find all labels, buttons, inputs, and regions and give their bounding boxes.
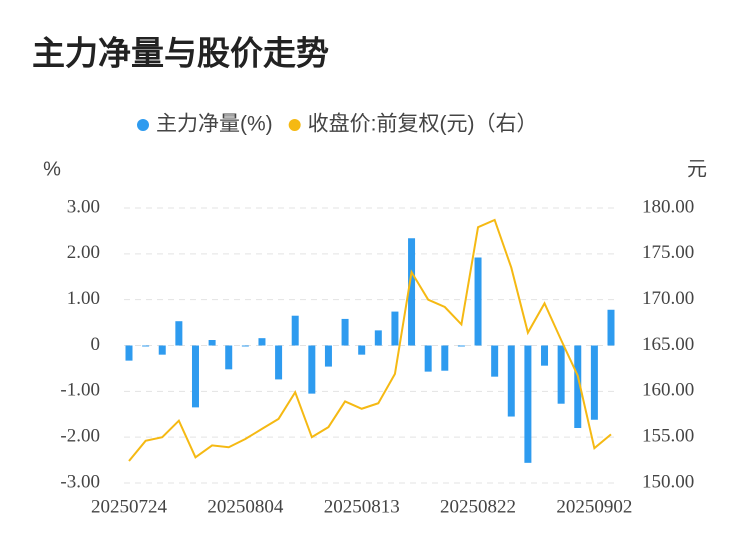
bar — [291, 315, 299, 346]
y2-tick-label: 180.00 — [642, 196, 694, 217]
bar — [590, 345, 598, 420]
bar — [374, 330, 382, 346]
bar — [524, 345, 532, 463]
legend-label: 主力净量(%) — [156, 113, 273, 136]
bar — [424, 345, 432, 372]
bar — [158, 345, 166, 355]
bar — [474, 257, 482, 346]
bar — [125, 345, 133, 361]
bar — [275, 345, 283, 380]
bar — [258, 338, 266, 346]
legend-marker — [137, 119, 149, 131]
bar — [441, 345, 449, 371]
bar — [341, 318, 349, 346]
bar — [557, 345, 565, 404]
y-tick-label: 1.00 — [67, 288, 100, 309]
x-tick-label: 20250813 — [324, 496, 400, 517]
y2-tick-label: 160.00 — [642, 380, 694, 401]
y-tick-label: 3.00 — [67, 196, 100, 217]
x-tick-label: 20250822 — [440, 496, 516, 517]
x-tick-label: 20250804 — [207, 496, 284, 517]
bar — [324, 345, 332, 367]
y2-tick-label: 170.00 — [642, 288, 694, 309]
bar — [391, 311, 399, 346]
bar — [308, 345, 316, 394]
x-tick-label: 20250724 — [91, 496, 168, 517]
bar — [541, 345, 549, 366]
bar — [574, 345, 582, 428]
y2-tick-label: 150.00 — [642, 471, 694, 492]
bar — [457, 345, 465, 347]
chart-title: 主力净量与股价走势 — [32, 35, 329, 72]
bar — [175, 321, 183, 346]
y2-tick-label: 155.00 — [642, 426, 694, 447]
x-tick-label: 20250902 — [556, 496, 632, 517]
y2-tick-label: 175.00 — [642, 242, 694, 263]
y-tick-label: -1.00 — [60, 380, 100, 401]
y-tick-label: -2.00 — [60, 426, 100, 447]
bar — [208, 340, 216, 346]
legend-marker — [288, 119, 301, 131]
bar — [225, 345, 233, 370]
y-tick-label: -3.00 — [60, 471, 100, 492]
bar — [408, 238, 416, 346]
y-axis-label: % — [43, 158, 61, 180]
bar — [491, 345, 499, 377]
bar — [241, 345, 249, 347]
legend-label: 收盘价:前复权(元)（右） — [308, 113, 538, 136]
bar — [191, 345, 199, 408]
price-line — [128, 218, 612, 462]
y-tick-label: 0 — [91, 334, 101, 355]
bar — [358, 345, 366, 355]
y2-tick-label: 165.00 — [642, 334, 694, 355]
bar — [507, 345, 515, 417]
bar — [607, 309, 615, 346]
y-tick-label: 2.00 — [67, 242, 100, 263]
y2-axis-label: 元 — [687, 158, 707, 180]
bar — [142, 345, 150, 347]
